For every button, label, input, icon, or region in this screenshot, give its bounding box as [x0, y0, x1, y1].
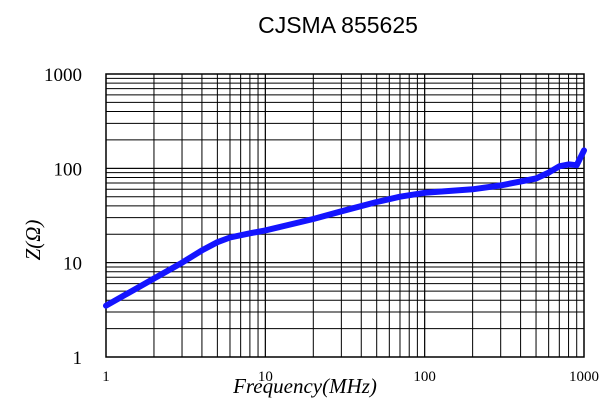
chart-title: CJSMA 855625	[258, 12, 418, 38]
impedance-series-line	[103, 147, 587, 309]
y-tick-label: 1000	[44, 65, 82, 86]
series-layer	[103, 147, 587, 309]
plot-frame	[105, 73, 585, 358]
y-tick-label: 10	[63, 254, 82, 275]
y-tick-labels: 1 10 100 1000	[44, 65, 82, 369]
x-tick-label: 10	[258, 369, 273, 385]
grid	[106, 74, 584, 357]
x-tick-label: 1	[102, 369, 110, 385]
x-tick-label: 1000	[569, 369, 599, 385]
x-tick-label: 100	[413, 369, 436, 385]
y-axis-label: Z(Ω)	[21, 220, 45, 261]
y-tick-label: 1	[73, 348, 83, 369]
y-tick-label: 100	[54, 159, 83, 180]
x-axis-label: Frequency(MHz)	[232, 374, 377, 398]
x-tick-labels: 1 10 100 1000	[102, 369, 599, 385]
